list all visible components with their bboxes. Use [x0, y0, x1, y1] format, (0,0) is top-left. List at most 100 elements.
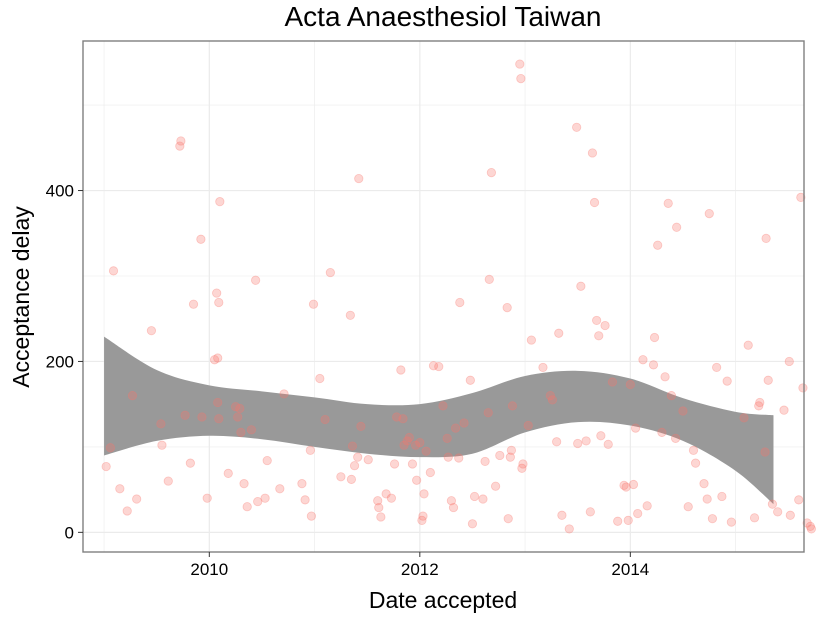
data-point [726, 517, 736, 527]
data-point [345, 310, 355, 320]
data-point [594, 331, 604, 341]
data-point [336, 472, 346, 482]
data-point [538, 362, 548, 373]
data-point [454, 453, 464, 463]
data-point [581, 436, 591, 446]
data-point [670, 433, 681, 443]
data-point [404, 432, 414, 443]
data-point [621, 482, 631, 492]
data-point [702, 494, 712, 504]
data-point [545, 391, 555, 401]
data-point [215, 197, 225, 207]
data-point [663, 198, 673, 208]
y-axis: 0 200 400 [46, 182, 83, 542]
data-point [275, 484, 285, 494]
data-point [412, 475, 422, 485]
data-point [260, 493, 270, 503]
data-point [231, 402, 241, 412]
data-point [495, 450, 505, 461]
data-point [690, 458, 701, 468]
data-point [796, 192, 806, 202]
data-point [417, 515, 427, 525]
data-point [767, 499, 778, 509]
data-point [806, 524, 816, 534]
y-tick-label: 200 [46, 352, 74, 371]
y-tick-label: 400 [46, 182, 74, 201]
data-point [678, 406, 688, 416]
data-point [704, 209, 714, 219]
data-point [132, 494, 142, 504]
data-point [587, 148, 598, 158]
data-point [613, 516, 623, 526]
data-point [486, 167, 496, 178]
smoothing-band [104, 336, 774, 505]
data-point [363, 455, 373, 465]
data-point [564, 524, 574, 534]
data-point [784, 356, 794, 367]
data-point [279, 389, 289, 399]
data-point [253, 496, 263, 507]
data-point [399, 440, 409, 450]
data-point [242, 502, 252, 512]
data-point [354, 173, 364, 184]
data-point [779, 405, 789, 415]
y-axis-title: Acceptance delay [8, 206, 34, 388]
data-point [213, 397, 223, 408]
data-point [507, 401, 518, 411]
data-point [717, 491, 727, 502]
data-point [202, 493, 212, 503]
data-point [657, 427, 667, 437]
data-point [638, 355, 648, 365]
data-point [518, 459, 528, 469]
data-point [754, 401, 764, 411]
data-point [642, 501, 652, 511]
data-point [251, 275, 261, 285]
data-point [419, 489, 429, 499]
data-point [386, 493, 396, 503]
data-point [223, 468, 233, 478]
data-point [415, 438, 425, 448]
data-point [349, 461, 360, 471]
x-tick-label: 2012 [401, 560, 439, 579]
data-point [306, 511, 317, 521]
data-point [502, 303, 512, 313]
data-point [239, 479, 249, 489]
data-point [592, 315, 602, 326]
data-point [346, 474, 357, 484]
data-point [212, 288, 222, 298]
data-point [197, 412, 207, 422]
data-point [573, 438, 583, 449]
data-point [585, 507, 595, 517]
data-point [798, 383, 808, 393]
data-point [156, 419, 166, 429]
data-point [353, 452, 363, 462]
data-point [516, 73, 526, 84]
data-point [398, 414, 408, 424]
data-point [557, 510, 567, 520]
data-point [300, 495, 310, 505]
data-point [625, 379, 635, 390]
data-point [607, 377, 618, 387]
data-point [630, 423, 641, 433]
data-point [448, 502, 459, 513]
data-point [484, 274, 494, 285]
data-point [483, 408, 493, 418]
data-point [356, 421, 366, 431]
data-point [434, 361, 444, 372]
data-point [600, 320, 610, 331]
data-point [619, 480, 629, 490]
data-point [773, 507, 783, 517]
data-point [465, 375, 475, 385]
data-point [411, 440, 421, 450]
data-point [146, 326, 157, 336]
data-point [749, 513, 760, 523]
data-point [214, 414, 224, 424]
data-point [554, 328, 564, 338]
data-point [763, 375, 773, 385]
data-point [755, 397, 765, 408]
data-point [517, 463, 527, 473]
data-point [653, 240, 663, 250]
data-point [628, 479, 639, 490]
data-point [115, 484, 125, 494]
